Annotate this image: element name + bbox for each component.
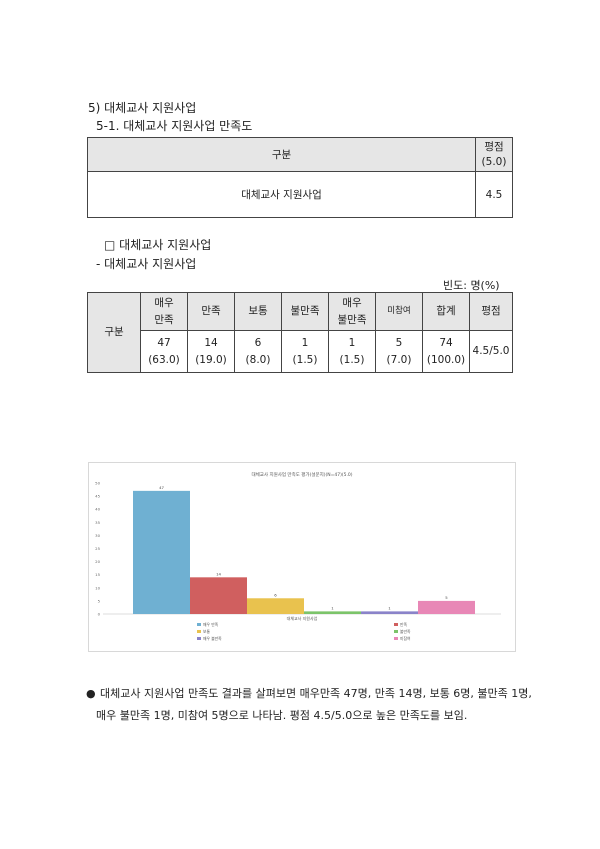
bar-value-label: 5 [445,595,448,600]
bar-value-label: 6 [274,592,277,597]
chart-title: 대체교사 지원사업 만족도 평가(설문지)(N=47)(5.0) [251,471,352,478]
y-tick-label: 0 [98,612,101,617]
table2-col-header: 보통 [234,292,282,331]
dash-label: - 대체교사 지원사업 [96,257,197,271]
table1-header-label: 구분 [87,137,476,172]
table2-col-header: 합계 [422,292,470,331]
col-header-line1: 합계 [436,305,456,317]
y-tick-label: 20 [95,559,100,564]
summary-line-1: 대체교사 지원사업 만족도 결과를 살펴보면 매우만족 47명, 만족 14명,… [100,687,532,700]
table2-cell: 1 (1.5) [281,330,329,373]
cell-count: 1 [301,336,309,349]
legend-swatch-3 [394,630,398,633]
table2-cell: 6 (8.0) [234,330,282,373]
y-tick-label: 40 [95,507,100,512]
legend-swatch-4 [197,637,201,640]
table1-header-score-line2: (5.0) [481,155,507,168]
section-title: 5) 대체교사 지원사업 [88,101,197,115]
cell-percent: (100.0) [426,353,466,366]
summary-bullet-icon: ● [86,687,96,700]
col-header-line1: 매우 [154,296,174,309]
table1-header-score: 평점 (5.0) [475,137,513,172]
legend-swatch-0 [197,623,201,626]
col-header-line1: 불만족 [290,305,320,317]
col-header-line1: 보통 [248,305,268,317]
x-axis-label: 대체교사 지원사업 [287,615,318,621]
score-summary-table: 구분 평점 (5.0) 대체교사 지원사업 4.5 [87,137,513,218]
table2-cell: 47 (63.0) [140,330,188,373]
bar-chart-svg: 대체교사 지원사업 만족도 평가(설문지)(N=47)(5.0)05101520… [95,471,501,641]
cell-count: 74 [439,336,453,349]
cell-count: 1 [348,336,356,349]
y-tick-label: 45 [95,494,100,499]
legend-label-4: 매우 불만족 [203,636,222,641]
table2-score-header: 평점 [469,292,513,331]
table1-header-score-line1: 평점 [484,140,504,153]
legend-swatch-1 [394,623,398,626]
cell-count: 5 [395,336,403,349]
y-tick-label: 15 [95,572,100,577]
cell-count: 6 [254,336,262,349]
table2-cell: 5 (7.0) [375,330,423,373]
bar-chart: 대체교사 지원사업 만족도 평가(설문지)(N=47)(5.0) 0 5 10 15 20… [88,462,516,652]
cell-percent: (7.0) [386,353,412,366]
table2-row-header: 구분 [87,292,141,373]
y-tick-label: 30 [95,533,100,538]
table1-row-label: 대체교사 지원사업 [87,171,476,218]
col-header-line1: 매우 [342,296,362,309]
cell-percent: (8.0) [245,353,271,366]
col-header-line2: 불만족 [337,313,367,326]
table2-col-header: 만족 [187,292,235,331]
cell-percent: (19.0) [195,353,227,366]
cell-count: 47 [157,336,171,349]
legend-label-0: 매우 만족 [203,622,219,627]
bar-value-label: 1 [388,605,391,610]
summary-line-2: 매우 불만족 1명, 미참여 5명으로 나타남. 평점 4.5/5.0으로 높은… [96,709,468,722]
bar-0 [133,490,190,614]
y-tick-label: 10 [95,585,100,590]
table2-cell: 74 (100.0) [422,330,470,373]
legend-label-3: 불만족 [400,629,411,634]
y-tick-label: 25 [95,546,100,551]
bar-value-label: 47 [159,485,164,490]
bar-4 [361,611,418,614]
legend-label-5: 미참여 [400,636,411,641]
bar-2 [247,598,304,614]
unit-label: 빈도: 명(%) [443,279,500,292]
bar-3 [304,611,361,614]
y-tick-label: 50 [95,481,100,486]
cell-percent: (63.0) [148,353,180,366]
legend-label-1: 만족 [400,622,407,627]
table1-row-score: 4.5 [475,171,513,218]
section-subtitle: 5-1. 대체교사 지원사업 만족도 [96,119,253,133]
y-tick-label: 35 [95,520,100,525]
col-header-line1: 만족 [201,305,221,317]
col-header-line1: 미참여 [387,306,411,316]
bar-5 [418,600,475,614]
legend-label-2: 보통 [203,629,210,634]
col-header-line2: 만족 [154,313,174,326]
bar-value-label: 14 [216,571,221,576]
cell-count: 14 [204,336,218,349]
cell-percent: (1.5) [292,353,318,366]
y-tick-label: 5 [98,598,101,603]
bar-1 [190,577,247,614]
legend-swatch-2 [197,630,201,633]
table2-col-header: 불만족 [281,292,329,331]
table2-cell: 14 (19.0) [187,330,235,373]
table2-cell: 1 (1.5) [328,330,376,373]
table2-col-header: 미참여 [375,292,423,331]
checkbox-label: □ 대체교사 지원사업 [104,238,212,252]
bar-value-label: 1 [331,605,334,610]
table2-score-value: 4.5/5.0 [469,330,513,373]
legend-swatch-5 [394,637,398,640]
cell-percent: (1.5) [339,353,365,366]
